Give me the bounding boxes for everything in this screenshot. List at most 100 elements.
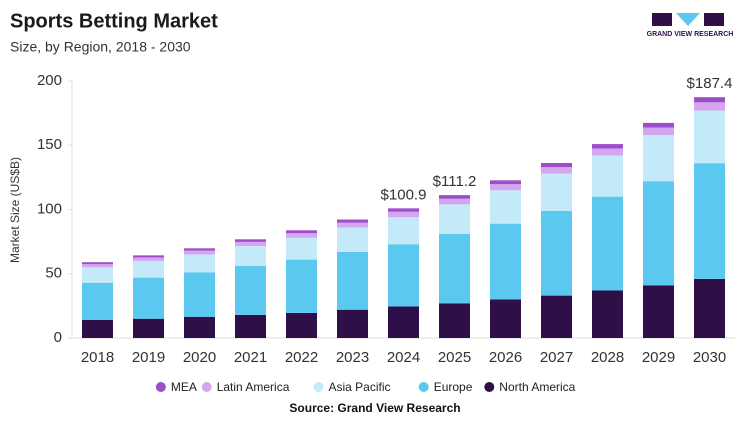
legend-swatch xyxy=(313,382,324,392)
bar-segment xyxy=(82,282,113,321)
x-tick-label: 2019 xyxy=(132,349,165,366)
bar-segment xyxy=(592,148,623,156)
bar-segment xyxy=(133,260,164,278)
bar-segment xyxy=(133,255,164,258)
bar-segment xyxy=(82,320,113,338)
y-tick-label: 0 xyxy=(54,329,62,346)
y-tick-label: 100 xyxy=(37,200,62,217)
x-tick-label: 2027 xyxy=(540,349,573,366)
bar-segment xyxy=(694,278,725,338)
bar-segment xyxy=(439,204,470,234)
bar-segment xyxy=(694,110,725,164)
bar-segment xyxy=(490,223,521,300)
bar-segment xyxy=(388,211,419,218)
bar-segment xyxy=(541,167,572,174)
bar-segment xyxy=(133,318,164,338)
bar-segment xyxy=(235,266,266,315)
bar-segment xyxy=(388,208,419,212)
x-tick-label: 2020 xyxy=(183,349,216,366)
x-tick-label: 2024 xyxy=(387,349,420,366)
bar-segment xyxy=(286,230,317,234)
bar-segment xyxy=(133,277,164,319)
bar-segment xyxy=(235,246,266,267)
y-axis-label: Market Size (US$B) xyxy=(8,157,22,263)
bar-segment xyxy=(439,303,470,338)
x-tick-label: 2028 xyxy=(591,349,624,366)
legend-swatch xyxy=(201,382,212,392)
brand: GRAND VIEW RESEARCH xyxy=(647,31,734,38)
total-label: $111.2 xyxy=(433,173,477,190)
logo xyxy=(652,13,724,26)
legend-label: North America xyxy=(499,380,575,394)
legend-swatch xyxy=(484,382,495,392)
bar-segment xyxy=(286,259,317,313)
bar-segment xyxy=(388,217,419,245)
legend-label: Asia Pacific xyxy=(329,380,391,394)
legend-swatch xyxy=(155,382,166,392)
bar-segment xyxy=(541,210,572,296)
bar-segment xyxy=(490,190,521,224)
bar-segment xyxy=(184,316,215,338)
legend-label: MEA xyxy=(171,380,197,394)
bar-segment xyxy=(388,244,419,307)
bar-segment xyxy=(82,267,113,283)
bar-segment xyxy=(286,233,317,238)
bar-segment xyxy=(592,196,623,291)
bar-segment xyxy=(490,299,521,338)
bar-segment xyxy=(235,241,266,247)
bar-segment xyxy=(82,262,113,265)
bar-segment xyxy=(286,237,317,260)
bar-segment xyxy=(541,295,572,338)
bar-segment xyxy=(337,309,368,338)
source: Source: Grand View Research xyxy=(289,401,460,415)
bar-segment xyxy=(694,97,725,103)
bar-segment xyxy=(133,257,164,261)
x-tick-label: 2022 xyxy=(285,349,318,366)
total-label: $100.9 xyxy=(381,186,427,203)
x-tick-label: 2018 xyxy=(81,349,114,366)
bar-segment xyxy=(541,173,572,211)
bar-segment xyxy=(439,233,470,304)
x-tick-label: 2026 xyxy=(489,349,522,366)
y-tick-label: 150 xyxy=(37,136,62,153)
total-label: $187.4 xyxy=(687,75,733,92)
bar-segment xyxy=(388,306,419,338)
legend-label: Latin America xyxy=(217,380,290,394)
bar-segment xyxy=(643,285,674,338)
bar-segment xyxy=(286,312,317,338)
chart-title: Sports Betting Market xyxy=(10,10,218,32)
bar-segment xyxy=(337,227,368,252)
bar-segment xyxy=(235,239,266,242)
bar-segment xyxy=(439,198,470,205)
bar-segment xyxy=(235,314,266,338)
x-tick-label: 2021 xyxy=(234,349,267,366)
bar-segment xyxy=(643,181,674,286)
bar-segment xyxy=(82,264,113,268)
bar-segment xyxy=(592,155,623,197)
bar-segment xyxy=(694,163,725,279)
bar-segment xyxy=(541,162,572,168)
bar-segment xyxy=(337,251,368,310)
legend-swatch xyxy=(418,382,429,392)
bar-segment xyxy=(184,254,215,273)
x-tick-label: 2025 xyxy=(438,349,471,366)
bar-segment xyxy=(694,102,725,111)
y-tick-label: 200 xyxy=(37,72,62,89)
x-tick-label: 2029 xyxy=(642,349,675,366)
bar-segment xyxy=(643,122,674,128)
bar-segment xyxy=(439,195,470,199)
bar-segment xyxy=(490,184,521,191)
chart-subtitle: Size, by Region, 2018 - 2030 xyxy=(10,39,191,55)
legend-label: Europe xyxy=(434,380,473,394)
bar-segment xyxy=(184,250,215,255)
bar-segment xyxy=(490,180,521,185)
bar-segment xyxy=(643,127,674,135)
bar-segment xyxy=(184,272,215,317)
x-tick-label: 2030 xyxy=(693,349,726,366)
bar-segment xyxy=(337,222,368,228)
x-tick-label: 2023 xyxy=(336,349,369,366)
bar-segment xyxy=(184,248,215,251)
bar-segment xyxy=(643,134,674,182)
bar-segment xyxy=(592,144,623,149)
